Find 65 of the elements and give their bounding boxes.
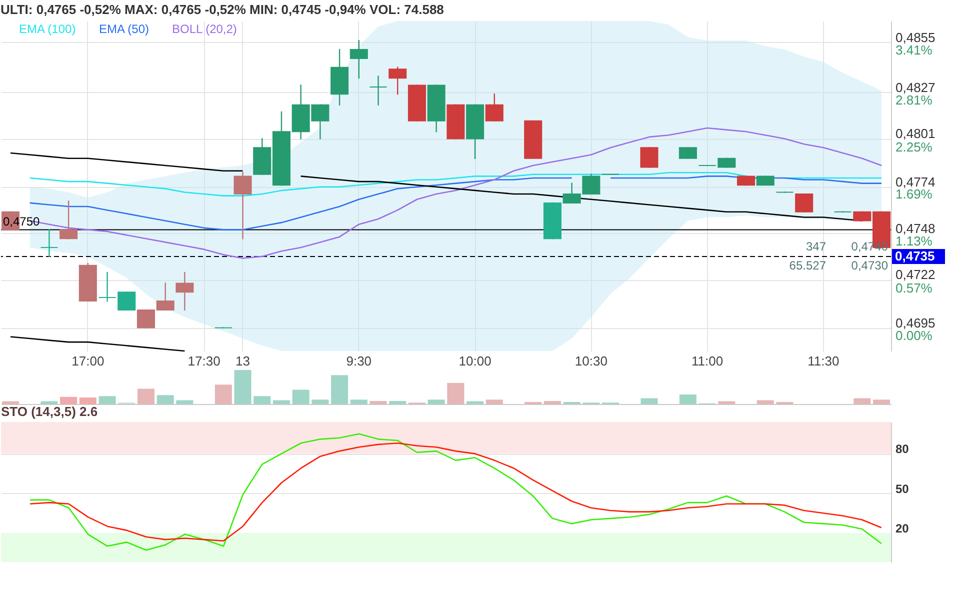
ref-line-label: 0,4735 bbox=[895, 248, 935, 264]
bar bbox=[718, 401, 736, 404]
ref-line-label: 0,4750 bbox=[3, 214, 40, 229]
y2-tick-label: 2.25% bbox=[896, 140, 933, 155]
x-tick-label: 10:00 bbox=[458, 354, 492, 368]
bar bbox=[544, 400, 561, 404]
x-tick-label: 11:30 bbox=[808, 354, 840, 368]
text: BOLL (20,2) bbox=[172, 22, 237, 36]
bar bbox=[350, 400, 368, 404]
x-tick-label: 10:30 bbox=[574, 354, 608, 368]
annotation: 0,4730 bbox=[851, 258, 888, 272]
bar bbox=[98, 396, 116, 404]
annotation: 65.527 bbox=[789, 258, 826, 272]
chart-title: STO (14,3,5) 2.6 bbox=[1, 404, 98, 419]
bar bbox=[79, 398, 96, 404]
x-tick-label: 9:30 bbox=[346, 354, 372, 368]
bar bbox=[60, 396, 78, 404]
y-tick-label: 0,4855 bbox=[896, 30, 936, 45]
bar bbox=[428, 400, 445, 404]
bar bbox=[873, 400, 890, 404]
y2-tick-label: 1.13% bbox=[896, 233, 933, 248]
y2-tick-label: 0.00% bbox=[896, 328, 933, 344]
bar bbox=[40, 401, 58, 404]
bar bbox=[640, 398, 658, 404]
bar bbox=[234, 370, 252, 404]
bar bbox=[254, 396, 271, 404]
bar bbox=[137, 388, 154, 404]
bar bbox=[370, 400, 387, 404]
y2-tick-label: 0.57% bbox=[896, 280, 933, 296]
bar bbox=[292, 390, 310, 404]
bar bbox=[272, 400, 290, 404]
bar bbox=[466, 401, 484, 404]
bar bbox=[312, 400, 329, 404]
x-tick-label: 13 bbox=[236, 354, 250, 368]
bar bbox=[389, 400, 406, 404]
bar bbox=[486, 400, 503, 404]
y2-tick-label: 2.81% bbox=[896, 92, 933, 108]
y-tick-label: 0,4748 bbox=[896, 220, 936, 236]
y-tick-label: 20 bbox=[896, 521, 910, 536]
annotation: 347 bbox=[806, 240, 826, 254]
bar bbox=[156, 395, 174, 404]
y2-tick-label: 1.69% bbox=[896, 186, 933, 202]
bar bbox=[331, 375, 348, 404]
text: EMA (50) bbox=[99, 22, 150, 36]
y-tick-label: 50 bbox=[896, 482, 910, 496]
y2-tick-label: 3.41% bbox=[896, 42, 933, 58]
text: EMA (100) bbox=[19, 22, 76, 36]
x-tick-label: 17:00 bbox=[72, 354, 104, 368]
bar bbox=[854, 398, 871, 404]
chart-title: ULTI: 0,4765 -0,52% MAX: 0,4765 -0,52% MIN: 0,4745 -0,94% VOL: 74.588 bbox=[0, 2, 444, 17]
bar bbox=[176, 400, 194, 404]
y-tick-label: 0,4827 bbox=[896, 80, 936, 95]
y-tick-label: 0,4695 bbox=[896, 315, 936, 330]
bar bbox=[679, 394, 696, 404]
x-tick-label: 17:30 bbox=[188, 354, 220, 368]
bar bbox=[214, 384, 232, 404]
y-tick-label: 0,4722 bbox=[896, 267, 936, 282]
x-tick-label: 11:00 bbox=[692, 354, 724, 368]
y-tick-label: 0,4801 bbox=[896, 126, 936, 142]
annotation: 0,4740 bbox=[851, 240, 888, 254]
y-tick-label: 80 bbox=[896, 442, 910, 456]
bar bbox=[756, 400, 774, 404]
y-tick-label: 0,4774 bbox=[896, 174, 936, 190]
bar bbox=[2, 401, 19, 404]
bar bbox=[447, 382, 464, 404]
